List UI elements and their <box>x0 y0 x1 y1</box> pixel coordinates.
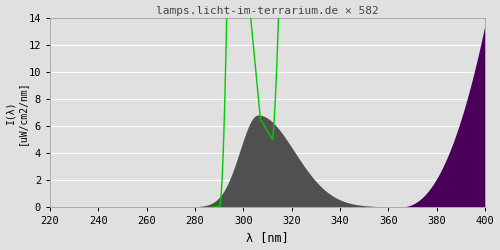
Title: lamps.licht-im-terrarium.de ✕ 582: lamps.licht-im-terrarium.de ✕ 582 <box>156 6 379 16</box>
X-axis label: λ [nm]: λ [nm] <box>246 232 289 244</box>
Y-axis label: I(λ)
[uW/cm2/nm]: I(λ) [uW/cm2/nm] <box>6 80 27 144</box>
